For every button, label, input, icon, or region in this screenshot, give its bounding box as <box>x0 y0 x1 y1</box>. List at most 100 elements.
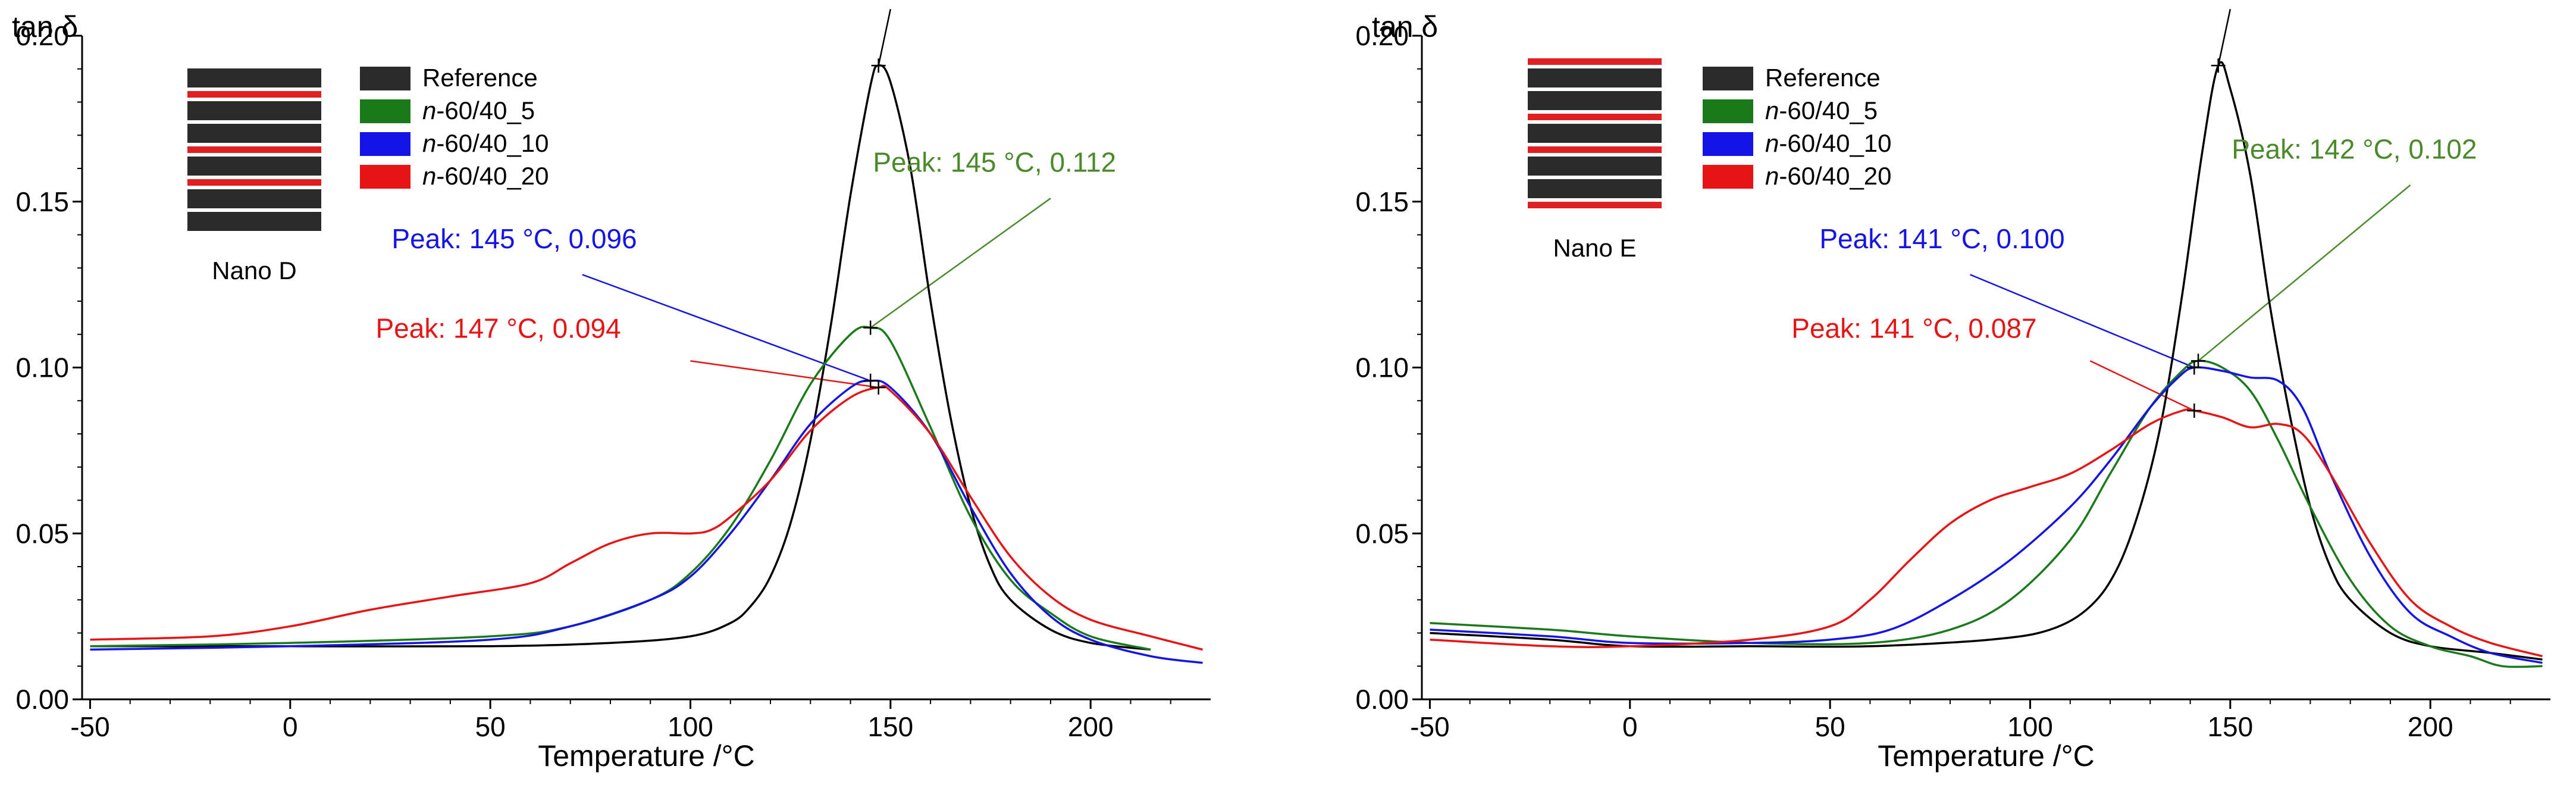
x-tick-label: -50 <box>1410 711 1449 742</box>
inset-layer-black <box>187 101 321 120</box>
legend-swatch <box>360 67 410 90</box>
y-tick-label: 0.15 <box>1355 186 1409 217</box>
x-tick-label: -50 <box>70 711 109 742</box>
legend-swatch <box>360 132 410 156</box>
inset-layer-red <box>187 91 321 98</box>
legend-label: Reference <box>1765 64 1881 92</box>
series-line-4 <box>90 384 1203 651</box>
legend-label-prefix: n <box>1765 96 1779 124</box>
inset-layer-red <box>1528 146 1662 153</box>
x-tick-label: 0 <box>283 711 298 742</box>
x-tick-label: 50 <box>1815 711 1845 742</box>
y-tick-label: 0.10 <box>15 352 69 383</box>
annotation-leader-line <box>870 198 1051 329</box>
legend-label-text: Reference <box>422 64 538 92</box>
x-tick-label: 100 <box>2007 711 2053 742</box>
inset-layer-red <box>1528 202 1662 208</box>
y-tick-label: 0.10 <box>1355 352 1409 383</box>
legend-label: Reference <box>422 64 538 92</box>
annotation-leader-line <box>878 9 892 66</box>
legend-label: n-60/40_20 <box>422 162 549 190</box>
inset-layer-black <box>1528 179 1662 198</box>
series-line-1 <box>90 64 1151 651</box>
legend-label: n-60/40_5 <box>1765 96 1878 124</box>
legend-label-prefix: n <box>1765 162 1779 190</box>
x-tick-label: 0 <box>1622 711 1638 742</box>
inset-layer-black <box>187 212 321 231</box>
legend-label-text: -60/40_10 <box>436 129 549 157</box>
x-tick-label: 150 <box>2207 711 2253 742</box>
legend-swatch <box>1703 165 1753 189</box>
legend-label-text: -60/40_5 <box>436 96 535 124</box>
x-axis-label: Temperature /°C <box>1878 739 2095 773</box>
y-tick-label: 0.15 <box>15 186 69 217</box>
peak-annotation: Peak: 145 °C, 0.096 <box>391 223 637 254</box>
legend-label-text: -60/40_10 <box>1779 129 1891 157</box>
inset-layer-black <box>187 68 321 87</box>
legend-label: n-60/40_10 <box>422 129 549 157</box>
chart-panel-1: 0.00 0.05 0.10 0.15 0.20 -50 0 50 100 150 200 Tempe… <box>12 9 1211 773</box>
series-line-1 <box>1430 61 2543 661</box>
chart-panel-2: 0.00 0.05 0.10 0.15 0.20 -50 0 50 100 150 200 Tempe… <box>1355 9 2550 773</box>
x-tick-label: 100 <box>667 711 713 742</box>
inset-layer-black <box>187 124 321 143</box>
x-tick-label: 150 <box>867 711 913 742</box>
x-axis-label: Temperature /°C <box>538 739 755 773</box>
legend-label-text: Reference <box>1765 64 1881 92</box>
inset-layer-black <box>1528 157 1662 176</box>
inset-layer-black <box>187 157 321 176</box>
peak-annotation: Peak: 145 °C, 0.112 <box>873 147 1116 178</box>
inset-label: Nano D <box>212 257 296 284</box>
inset-layer-black <box>1528 124 1662 143</box>
inset-label: Nano E <box>1553 234 1636 262</box>
legend-label-prefix: n <box>422 129 436 157</box>
inset-layer-red <box>1528 114 1662 120</box>
legend-label: n-60/40_20 <box>1765 162 1892 190</box>
series-line-4 <box>1430 408 2543 658</box>
legend-label-text: -60/40_20 <box>1779 162 1891 190</box>
x-tick-label: 200 <box>1068 711 1114 742</box>
x-tick-label: 200 <box>2408 711 2453 742</box>
peak-annotation: Peak: 147 °C, 0.094 <box>375 312 621 343</box>
y-axis-label: tan δ <box>1372 10 1438 43</box>
legend-swatch <box>1703 67 1753 90</box>
annotation-leader-line <box>1970 274 2195 368</box>
legend-label: n-60/40_10 <box>1765 129 1892 157</box>
y-tick-label: 0.05 <box>1355 518 1409 549</box>
legend-label-text: -60/40_20 <box>436 162 549 190</box>
legend-swatch <box>360 99 410 123</box>
legend-label-prefix: n <box>422 162 436 190</box>
annotation-leader-line <box>2089 360 2195 412</box>
legend-label-prefix: n <box>1765 129 1779 157</box>
legend-label-text: -60/40_5 <box>1779 96 1878 124</box>
series-line-3 <box>90 379 1203 664</box>
annotation-leader-line <box>2217 9 2232 66</box>
inset-layer-black <box>1528 91 1662 110</box>
y-tick-label: 0.00 <box>15 684 69 715</box>
inset-layer-black <box>1528 68 1662 87</box>
y-axis-label: tan δ <box>12 10 78 43</box>
y-tick-label: 0.20 <box>1355 20 1409 51</box>
y-tick-label: 0.20 <box>15 20 69 51</box>
peak-annotation: Peak: 141 °C, 0.087 <box>1791 312 2036 343</box>
annotation-leader-line <box>2198 184 2411 362</box>
legend-swatch <box>360 165 410 189</box>
peak-annotation: Peak: 142 °C, 0.102 <box>2232 133 2477 164</box>
series-line-2 <box>90 326 1151 651</box>
annotation-leader-line <box>582 274 871 382</box>
legend-swatch <box>1703 99 1753 123</box>
inset-layer-red <box>187 179 321 186</box>
legend-label-prefix: n <box>422 96 436 124</box>
inset-layer-red <box>1528 58 1662 65</box>
legend-label: n-60/40_5 <box>422 96 535 124</box>
peak-annotation: Peak: 141 °C, 0.100 <box>1819 223 2064 254</box>
series-line-3 <box>1430 366 2543 664</box>
inset-layer-black <box>187 189 321 208</box>
y-tick-label: 0.00 <box>1355 684 1409 715</box>
x-tick-label: 50 <box>475 711 506 742</box>
annotation-leader-line <box>690 360 879 389</box>
inset-layer-red <box>187 146 321 153</box>
legend-swatch <box>1703 132 1753 156</box>
